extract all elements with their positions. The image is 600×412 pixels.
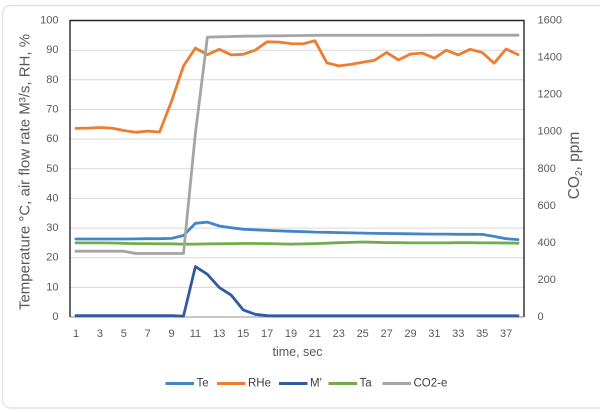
svg-text:27: 27 xyxy=(380,328,392,340)
svg-text:0: 0 xyxy=(52,311,58,323)
svg-text:600: 600 xyxy=(538,200,556,212)
svg-text:33: 33 xyxy=(452,328,464,340)
svg-text:RHe: RHe xyxy=(248,378,271,390)
svg-text:CO2-e: CO2-e xyxy=(414,378,448,390)
svg-text:20: 20 xyxy=(46,252,58,264)
svg-text:19: 19 xyxy=(285,328,297,340)
svg-text:13: 13 xyxy=(213,328,225,340)
svg-text:7: 7 xyxy=(145,328,151,340)
svg-text:21: 21 xyxy=(309,328,321,340)
svg-text:9: 9 xyxy=(169,328,175,340)
svg-text:25: 25 xyxy=(357,328,369,340)
svg-text:15: 15 xyxy=(237,328,249,340)
svg-text:31: 31 xyxy=(428,328,440,340)
svg-text:1000: 1000 xyxy=(538,126,562,138)
svg-text:70: 70 xyxy=(46,104,58,116)
svg-text:CO2, ppm: CO2, ppm xyxy=(566,132,585,200)
svg-text:100: 100 xyxy=(40,15,58,27)
svg-text:M': M' xyxy=(310,378,322,390)
svg-text:50: 50 xyxy=(46,163,58,175)
svg-text:40: 40 xyxy=(46,192,58,204)
svg-text:Te: Te xyxy=(197,378,209,390)
svg-text:90: 90 xyxy=(46,44,58,56)
svg-text:800: 800 xyxy=(538,163,556,175)
svg-text:3: 3 xyxy=(97,328,103,340)
svg-text:80: 80 xyxy=(46,74,58,86)
svg-text:1200: 1200 xyxy=(538,89,562,101)
svg-text:200: 200 xyxy=(538,274,556,286)
svg-text:37: 37 xyxy=(500,328,512,340)
svg-text:30: 30 xyxy=(46,222,58,234)
svg-text:29: 29 xyxy=(404,328,416,340)
svg-text:17: 17 xyxy=(261,328,273,340)
svg-text:60: 60 xyxy=(46,133,58,145)
svg-text:0: 0 xyxy=(538,311,544,323)
svg-text:Ta: Ta xyxy=(360,378,373,390)
svg-text:400: 400 xyxy=(538,237,556,249)
svg-text:35: 35 xyxy=(476,328,488,340)
svg-text:Temperature °C, air flow rate: Temperature °C, air flow rate M³/s, RH, … xyxy=(17,34,34,310)
svg-text:23: 23 xyxy=(333,328,345,340)
svg-text:time, sec: time, sec xyxy=(272,345,322,359)
svg-text:1400: 1400 xyxy=(538,52,562,64)
svg-text:1600: 1600 xyxy=(538,15,562,27)
svg-text:5: 5 xyxy=(121,328,127,340)
svg-text:10: 10 xyxy=(46,281,58,293)
svg-text:1: 1 xyxy=(73,328,79,340)
svg-text:11: 11 xyxy=(190,328,201,340)
